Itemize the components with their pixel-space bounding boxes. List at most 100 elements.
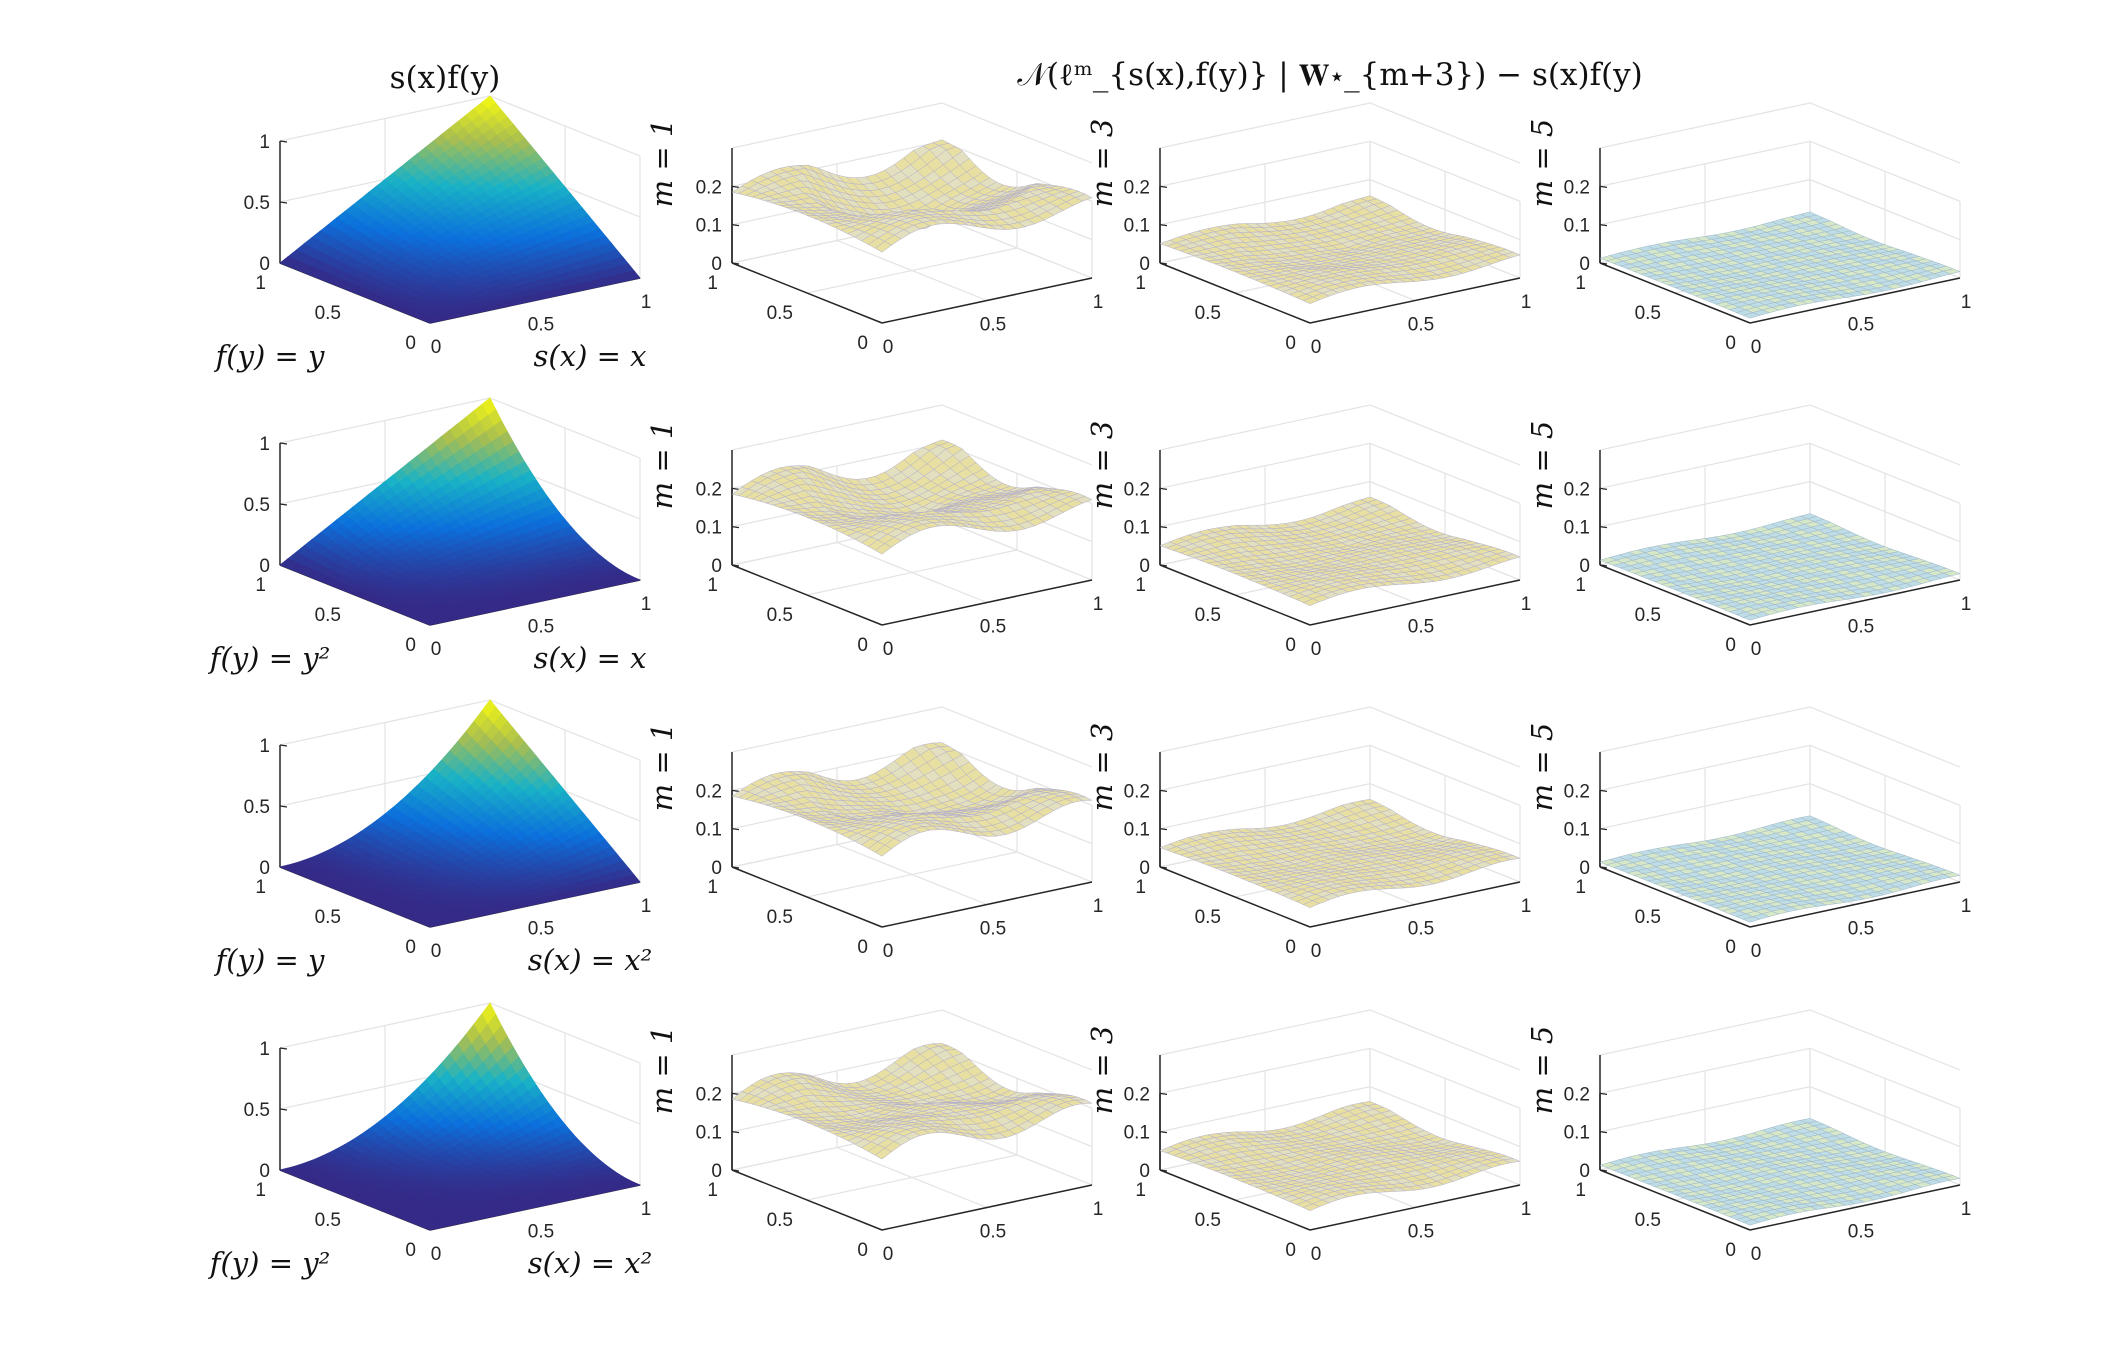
error-r2-m3-grid (1159, 442, 1521, 504)
error-r2-m1-x-tick-label: 1 (1093, 594, 1104, 615)
target-r1-x-tick-label: 0.5 (528, 315, 554, 336)
target-r3-y-tick-label: 0 (405, 937, 416, 958)
target-r1-z-tick-label: 0.5 (244, 193, 270, 214)
error-r2-m3-z-tick (1159, 487, 1168, 490)
error-r1-m3-z-tick (1159, 262, 1168, 265)
error-r2-m1-y-tick-label: 1 (707, 575, 718, 596)
target-r1-z-tick-label: 0 (259, 254, 270, 275)
error-r2-m5-z-tick (1599, 526, 1608, 529)
error-r2-m5-x-tick-label: 1 (1961, 594, 1972, 615)
target-r2-z-tick (279, 503, 288, 506)
error-r1-m3-x-axis (1309, 277, 1521, 324)
error-r2-m5-z-tick (1599, 487, 1608, 490)
target-r2-x-tick-label: 0.5 (528, 617, 554, 638)
target-r1-y-tick-label: 0.5 (315, 303, 341, 324)
error-r2-m5-z-tick-label: 0 (1579, 556, 1590, 577)
target-r2-y-tick-label: 0.5 (315, 605, 341, 626)
error-r1-m5-x-tick-label: 0 (1751, 337, 1762, 358)
error-r1-m5-z-tick-label: 0.1 (1564, 216, 1590, 237)
target-r1-x-tick-label: 0 (431, 337, 442, 358)
target-r3-z-tick-label: 0.5 (244, 797, 270, 818)
target-r3-x-tick-label: 0.5 (528, 919, 554, 940)
error-r1-m1-x-tick-label: 0 (883, 337, 894, 358)
error-r2-m5-z-tick-label: 0.1 (1564, 518, 1590, 539)
target-r2-x-tick-label: 0 (431, 639, 442, 660)
error-r2-m5-y-tick-label: 1 (1575, 575, 1586, 596)
target-r1-x-tick-label: 1 (641, 292, 652, 313)
error-r1-m3-grid (1159, 179, 1521, 241)
error-r1-m3-grid (1159, 140, 1521, 202)
error-r1-m1-z-tick-label: 0.1 (696, 216, 722, 237)
error-r2-m1-grid (836, 541, 988, 604)
target-r1-y-tick-label: 0 (405, 333, 416, 354)
target-r3-z-tick (279, 805, 288, 808)
error-r1-m5-x-tick-label: 1 (1961, 292, 1972, 313)
error-r1-m1-x-axis (881, 277, 1093, 324)
target-r2-z-tick-label: 0.5 (244, 495, 270, 516)
f-label-r1: f(y) = y (214, 339, 325, 373)
error-r2-m1-y-tick-label: 0 (857, 635, 868, 656)
target-r2-z-tick (279, 442, 288, 445)
error-r1-m3-z-tick (1159, 224, 1168, 227)
m-label-r1-c4: m = 5 (1525, 119, 1559, 208)
error-r2-m1-x-tick-label: 0 (883, 639, 894, 660)
f-label-r2: f(y) = y² (208, 641, 331, 675)
error-r1-m1-z-tick-label: 0 (711, 254, 722, 275)
error-r1-m1-z-tick-label: 0.2 (696, 177, 722, 198)
title-left: s(x)f(y) (390, 60, 501, 96)
error-r2-m5-y-tick-label: 0.5 (1635, 605, 1661, 626)
error-r1-m1-y-axis (731, 262, 883, 324)
error-r2-m1-z-tick-label: 0 (711, 556, 722, 577)
error-r1-m5-grid (1599, 140, 1961, 202)
error-r1-m5-x-tick-label: 0.5 (1848, 315, 1874, 336)
error-r2-m3-z-tick-label: 0.1 (1124, 518, 1150, 539)
error-r1-m5-z-tick-label: 0 (1579, 254, 1590, 275)
error-r1-m1-grid (836, 239, 988, 302)
error-r2-m1-y-axis (731, 564, 883, 626)
error-r2-m1-z-tick (731, 487, 740, 490)
m-label-r1-c3: m = 3 (1085, 119, 1119, 208)
error-r1-m3-x-tick-label: 1 (1521, 292, 1532, 313)
error-r1-m5-z-tick (1599, 185, 1608, 188)
error-frame-top (731, 102, 1093, 164)
m-label-r1-c2: m = 1 (645, 119, 679, 208)
error-r1-m3-x-tick-label: 0 (1311, 337, 1322, 358)
error-r2-m3-y-tick-label: 0 (1285, 635, 1296, 656)
error-r1-m1-x-tick-label: 0.5 (980, 315, 1006, 336)
error-r1-m3-y-tick-label: 1 (1135, 273, 1146, 294)
error-r1-m1-surface-cell (874, 241, 892, 253)
error-r1-m3-y-tick-label: 0 (1285, 333, 1296, 354)
error-r2-m5-y-tick-label: 0 (1725, 635, 1736, 656)
error-r1-m3-y-tick-label: 0.5 (1195, 303, 1221, 324)
error-r2-m3-z-tick-label: 0 (1139, 556, 1150, 577)
error-r1-m1-y-tick-label: 0 (857, 333, 868, 354)
target-r2-x-tick-label: 1 (641, 594, 652, 615)
error-frame-top (1599, 404, 1961, 466)
error-r1-m3-z-tick-label: 0.1 (1124, 216, 1150, 237)
m-label-r2-c3: m = 3 (1085, 421, 1119, 510)
target-r2-y-tick-label: 0 (405, 635, 416, 656)
target-r3-x-tick-label: 0 (431, 941, 442, 962)
target-r1-surface-cell (422, 318, 440, 324)
error-frame-top (1159, 102, 1521, 164)
m-label-r2-c2: m = 1 (645, 421, 679, 510)
error-r2-m1-y-tick-label: 0.5 (767, 605, 793, 626)
error-r1-m3-y-axis (1159, 262, 1311, 324)
error-r1-m3-z-tick-label: 0 (1139, 254, 1150, 275)
title-right: 𝒩(ℓᵐ_{s(x),f(y)} | 𝐖⋆_{m+3}) − s(x)f(y) (1017, 57, 1643, 93)
target-r2-y-tick-label: 1 (255, 575, 266, 596)
error-r1-m5-y-tick-label: 0 (1725, 333, 1736, 354)
s-label-r1: s(x) = x (534, 339, 647, 373)
target-r3-z-tick-label: 0 (259, 858, 270, 879)
m-label-r2-c4: m = 5 (1525, 421, 1559, 510)
target-r3-z-tick (279, 744, 288, 747)
error-r2-m3-x-tick-label: 1 (1521, 594, 1532, 615)
error-r2-m1-z-tick-label: 0.2 (696, 479, 722, 500)
error-r1-m3-z-tick (1159, 185, 1168, 188)
